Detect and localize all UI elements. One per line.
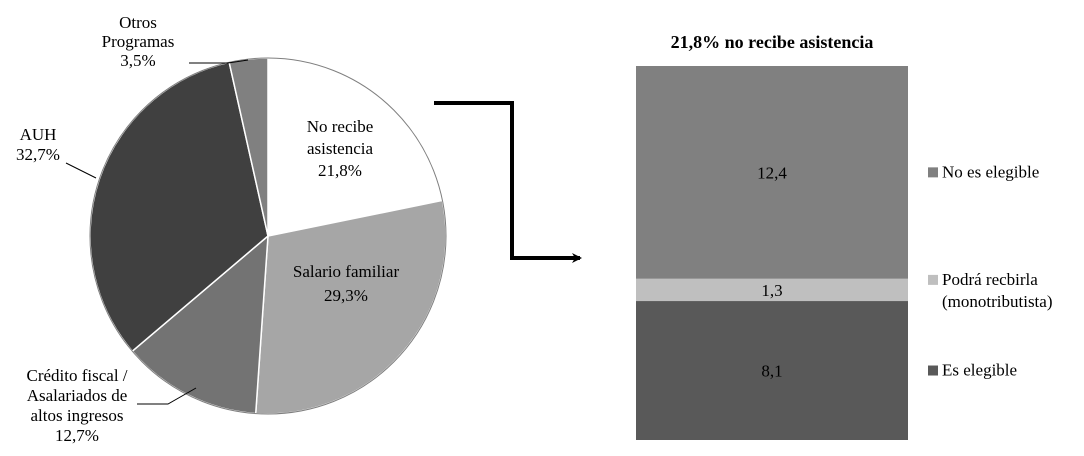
connector-arrow <box>434 101 582 263</box>
bar-segment-0 <box>636 301 908 440</box>
pie-label-2: Crédito fiscal / Asalariados de altos ingr… <box>26 366 127 445</box>
legend-label-0: Es elegible <box>942 361 1017 380</box>
bar-value-label-2: 12,4 <box>757 163 787 182</box>
pie-label-4: Otros Programas 3,5% <box>102 13 175 70</box>
bar-segments <box>636 66 908 440</box>
pie-slices <box>89 57 447 415</box>
bar-value-label-0: 8,1 <box>761 362 782 381</box>
pie-chart: No recibe asistencia 21,8% Salario familiar… <box>16 13 447 445</box>
bar-segment-2 <box>636 66 908 279</box>
pie-label-3: AUH 32,7% <box>16 125 60 164</box>
bar-legend: Es elegible Podrá recbirla (monotributista… <box>928 162 1052 380</box>
pie-leader-3 <box>65 162 97 179</box>
pie-outline <box>89 57 447 415</box>
legend-swatch-2 <box>928 167 938 178</box>
legend-label-2: No es elegible <box>942 162 1039 181</box>
pie-slice-1 <box>254 199 447 415</box>
pie-leader-4 <box>189 59 249 64</box>
legend-swatch-1 <box>928 274 938 285</box>
bar-value-label-1: 1,3 <box>761 281 782 300</box>
bar-data-labels: 8,1 1,3 12,4 <box>757 163 787 380</box>
bar-chart-title: 21,8% no recibe asistencia <box>671 32 874 52</box>
pie-label-0: No recibe asistencia 21,8% <box>307 117 374 180</box>
legend-swatch-0 <box>928 365 938 376</box>
legend-label-1: Podrá recbirla (monotributista) <box>942 270 1052 311</box>
pie-leader-2 <box>137 387 197 405</box>
pie-labels: No recibe asistencia 21,8% Salario familiar… <box>16 13 399 445</box>
pie-leader-lines <box>65 59 249 405</box>
bar-segment-1 <box>636 278 908 302</box>
pie-label-1: Salario familiar 29,3% <box>293 262 400 305</box>
stacked-bar-chart: 21,8% no recibe asistencia 8,1 1,3 12,4 Es… <box>636 32 1052 440</box>
